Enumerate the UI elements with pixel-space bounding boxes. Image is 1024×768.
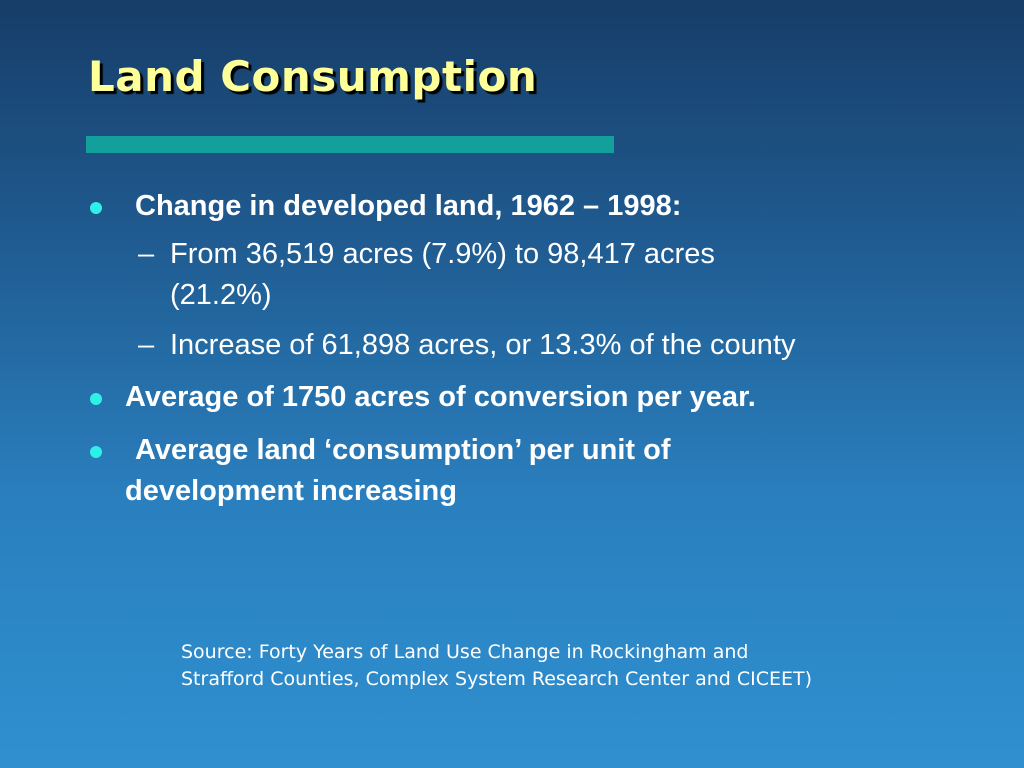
sub-bullet-1-line-2: (21.2%) (170, 279, 272, 311)
bullet-3-line-1: Average land ‘consumption’ per unit of (135, 434, 671, 466)
bullet-dot-icon (90, 202, 102, 214)
bullet-dot-icon (90, 393, 102, 405)
bullet-2-text: Average of 1750 acres of conversion per … (125, 381, 756, 413)
sub-bullet-1-line-1: From 36,519 acres (7.9%) to 98,417 acres (170, 238, 715, 270)
bullet-3-line-2: development increasing (125, 475, 457, 507)
sub-bullet-dash: – (138, 329, 155, 361)
bullet-dot-icon (90, 446, 102, 458)
sub-bullet-2-text: Increase of 61,898 acres, or 13.3% of th… (170, 329, 796, 361)
sub-bullet-dash: – (138, 238, 155, 270)
source-citation: Source: Forty Years of Land Use Change i… (181, 641, 813, 690)
bullet-1-text: Change in developed land, 1962 – 1998: (135, 190, 682, 222)
slide-title: Land Consumption (88, 52, 538, 101)
title-underline-bar (86, 136, 614, 153)
